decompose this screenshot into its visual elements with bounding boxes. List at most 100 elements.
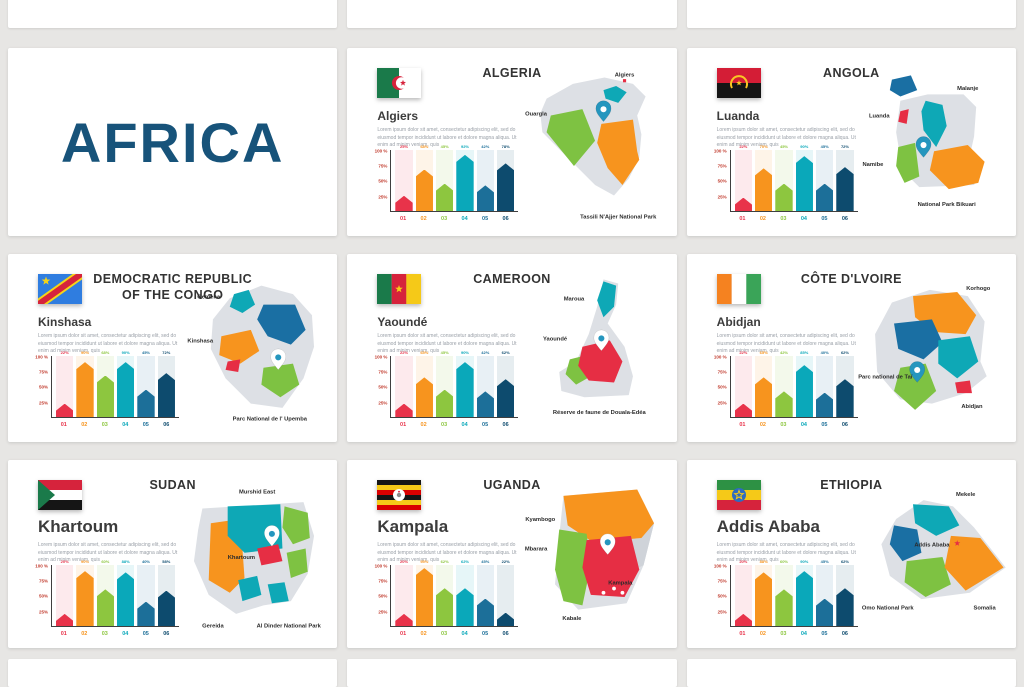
bar [456, 588, 474, 626]
x-axis-label: 02 [420, 631, 427, 637]
x-axis-label: 01 [60, 422, 67, 428]
slide-algeria[interactable]: ALGERIA Algiers Lorem ipsum dolor sit am… [347, 48, 677, 236]
chart-x-axis: 01 02 03 04 05 06 [390, 422, 518, 428]
bar [815, 392, 834, 417]
x-axis-label: 05 [821, 216, 828, 222]
bar-column-4: 90 [116, 350, 135, 417]
map-label: Mekele [956, 492, 976, 498]
y-axis-label: 75% [378, 578, 388, 583]
map-region [896, 142, 920, 183]
y-axis-label: 25% [717, 194, 727, 199]
x-axis-label: 06 [841, 631, 848, 637]
x-axis-label: 01 [60, 631, 67, 637]
map-region [582, 535, 639, 597]
map-container: Murshid East Khartoum Gereida Al Dinder Nat… [175, 474, 333, 642]
y-axis-label: 50% [378, 384, 388, 390]
map-region [219, 329, 260, 364]
y-axis-label: 100 % [374, 148, 388, 154]
x-axis-label: 06 [163, 422, 170, 428]
bar [435, 588, 454, 626]
bar-value-label: 40 [816, 350, 833, 355]
country-title: UGANDA [483, 478, 541, 492]
bar-value-label: 45 [137, 350, 154, 355]
capital-name: Abidjan [716, 315, 761, 329]
city-marker [622, 79, 626, 83]
map-label: Gemena [198, 294, 222, 300]
map-label: Namibe [863, 162, 885, 168]
x-axis-label: 01 [739, 216, 746, 222]
bar-chart: 100 % 75% 50% 25% 22 65 42 85 40 62 [713, 350, 863, 436]
map-drc: Gemena Kinshasa Parc National de l' Upemba [188, 285, 315, 422]
bar-value-label: 62 [836, 559, 853, 564]
map-label: Abidjan [961, 404, 983, 410]
slide-ethiopia[interactable]: ETHIOPIA Addis Ababa Lorem ipsum dolor s… [686, 460, 1016, 648]
slide-uganda[interactable]: UGANDA Kampala Lorem ipsum dolor sit ame… [347, 460, 677, 648]
bar-column-1: 22 [395, 350, 413, 417]
bar [754, 572, 773, 626]
x-axis-label: 01 [739, 631, 746, 637]
map-label: Yaoundé [543, 336, 568, 342]
bar-value-label: 62 [836, 350, 853, 355]
x-axis-label: 06 [502, 631, 509, 637]
map-algeria: Algiers Ouargla Tassili N'Ajjer National P… [525, 72, 657, 220]
bar [415, 169, 433, 211]
bar [157, 590, 175, 626]
bar [496, 163, 515, 211]
bar-column-4: 88 [116, 559, 135, 626]
bar-value-label: 62 [456, 559, 473, 564]
map-ethiopia: Mekele Addis Ababa Omo National Park Somali… [862, 492, 1006, 612]
slide-cotedivoire[interactable]: CÔTE D'LVOIRE Abidjan Lorem ipsum dolor … [686, 254, 1016, 442]
chart-plot-area: 20 95 62 62 45 22 [390, 559, 519, 627]
map-pin-icon [915, 136, 932, 158]
country-title: CÔTE D'LVOIRE [800, 272, 902, 286]
chart-x-axis: 01 02 03 04 05 06 [390, 631, 518, 637]
bar-column-5: 42 [476, 350, 494, 417]
map-region [889, 525, 922, 562]
chart-y-axis: 100 % 75% 50% 25% [713, 354, 729, 418]
map-pin-icon [595, 100, 611, 122]
bar [137, 601, 155, 626]
bar-column-4: 92 [456, 144, 474, 211]
slide-sudan[interactable]: SUDAN Khartoum Lorem ipsum dolor sit ame… [8, 460, 338, 648]
bar [496, 379, 515, 417]
map-label: Kinshasa [188, 339, 214, 345]
map-region [563, 489, 654, 543]
bar-column-2: 65 [415, 350, 433, 417]
country-title: ALGERIA [482, 66, 542, 80]
bar-chart: 100 % 75% 50% 25% 20 95 62 62 45 22 [373, 559, 523, 645]
bar-column-3: 60 [96, 559, 114, 626]
bar-value-label: 90 [796, 144, 813, 149]
drc-flag-icon [38, 274, 82, 304]
map-region [554, 529, 591, 606]
slide-africa-title[interactable]: AFRICA [8, 48, 338, 236]
map-region [282, 506, 311, 545]
x-axis-label: 04 [800, 631, 807, 637]
slide-cameroon[interactable]: CAMEROON Yaoundé Lorem ipsum dolor sit a… [347, 254, 677, 442]
bar-value-label: 62 [497, 350, 514, 355]
bar-value-label: 72 [158, 350, 175, 355]
bar [395, 195, 413, 211]
country-title: SUDAN [149, 478, 196, 492]
slide-angola[interactable]: ANGOLA Luanda Lorem ipsum dolor sit amet… [686, 48, 1016, 236]
bar-value-label: 60 [775, 559, 792, 564]
bar-column-2: 70 [754, 144, 773, 211]
map-label: Al Dinder National Park [257, 624, 322, 630]
chart-x-axis: 01 02 03 04 05 06 [51, 422, 179, 428]
slide-drc[interactable]: DEMOCRATIC REPUBLIC OF THE CONGO Kinshas… [8, 254, 338, 442]
bar [157, 373, 175, 417]
bar-value-label: 95 [416, 559, 433, 564]
bar-column-3: 42 [775, 350, 793, 417]
bar-background [734, 150, 752, 211]
map-container: Malanje Luanda Namibe National Park Bikuari [854, 62, 1012, 230]
map-region [546, 109, 595, 167]
map-label: Murshid East [239, 490, 275, 496]
map-label: Mbarara [524, 547, 547, 553]
capital-name: Kinshasa [38, 315, 92, 329]
bar-value-label: 45 [436, 144, 453, 149]
chart-x-axis: 01 02 03 04 05 06 [390, 216, 518, 222]
bar-chart: 100 % 75% 50% 25% 25 68 45 92 42 78 [373, 144, 523, 230]
bar-column-4: 62 [456, 559, 474, 626]
country-title: CAMEROON [473, 272, 551, 286]
x-axis-label: 03 [780, 631, 787, 637]
bar [795, 571, 813, 626]
